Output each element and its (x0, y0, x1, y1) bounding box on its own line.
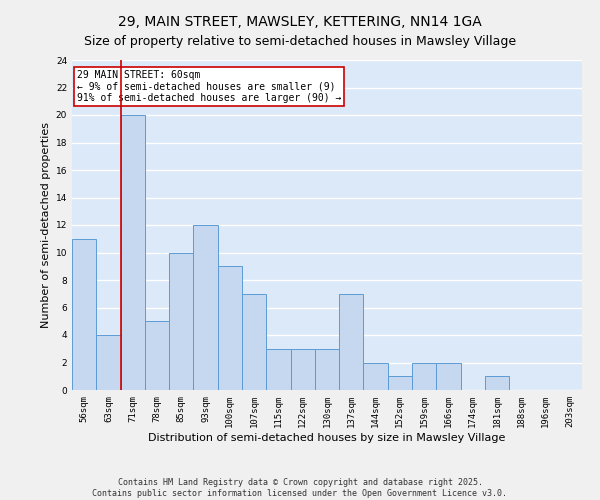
Bar (364, 362, 388, 390)
Bar (266, 349, 290, 390)
Bar (72, 239, 96, 390)
Bar (290, 349, 315, 390)
X-axis label: Distribution of semi-detached houses by size in Mawsley Village: Distribution of semi-detached houses by … (148, 432, 506, 442)
Text: Size of property relative to semi-detached houses in Mawsley Village: Size of property relative to semi-detach… (84, 35, 516, 48)
Bar (169, 252, 193, 390)
Bar (485, 376, 509, 390)
Bar (96, 335, 121, 390)
Bar (121, 115, 145, 390)
Bar (412, 362, 436, 390)
Text: 29, MAIN STREET, MAWSLEY, KETTERING, NN14 1GA: 29, MAIN STREET, MAWSLEY, KETTERING, NN1… (118, 15, 482, 29)
Bar (436, 362, 461, 390)
Bar (315, 349, 339, 390)
Text: Contains HM Land Registry data © Crown copyright and database right 2025.
Contai: Contains HM Land Registry data © Crown c… (92, 478, 508, 498)
Bar (388, 376, 412, 390)
Y-axis label: Number of semi-detached properties: Number of semi-detached properties (41, 122, 52, 328)
Bar (339, 294, 364, 390)
Bar (193, 225, 218, 390)
Bar (145, 322, 169, 390)
Text: 29 MAIN STREET: 60sqm
← 9% of semi-detached houses are smaller (9)
91% of semi-d: 29 MAIN STREET: 60sqm ← 9% of semi-detac… (77, 70, 341, 103)
Bar (218, 266, 242, 390)
Bar (242, 294, 266, 390)
